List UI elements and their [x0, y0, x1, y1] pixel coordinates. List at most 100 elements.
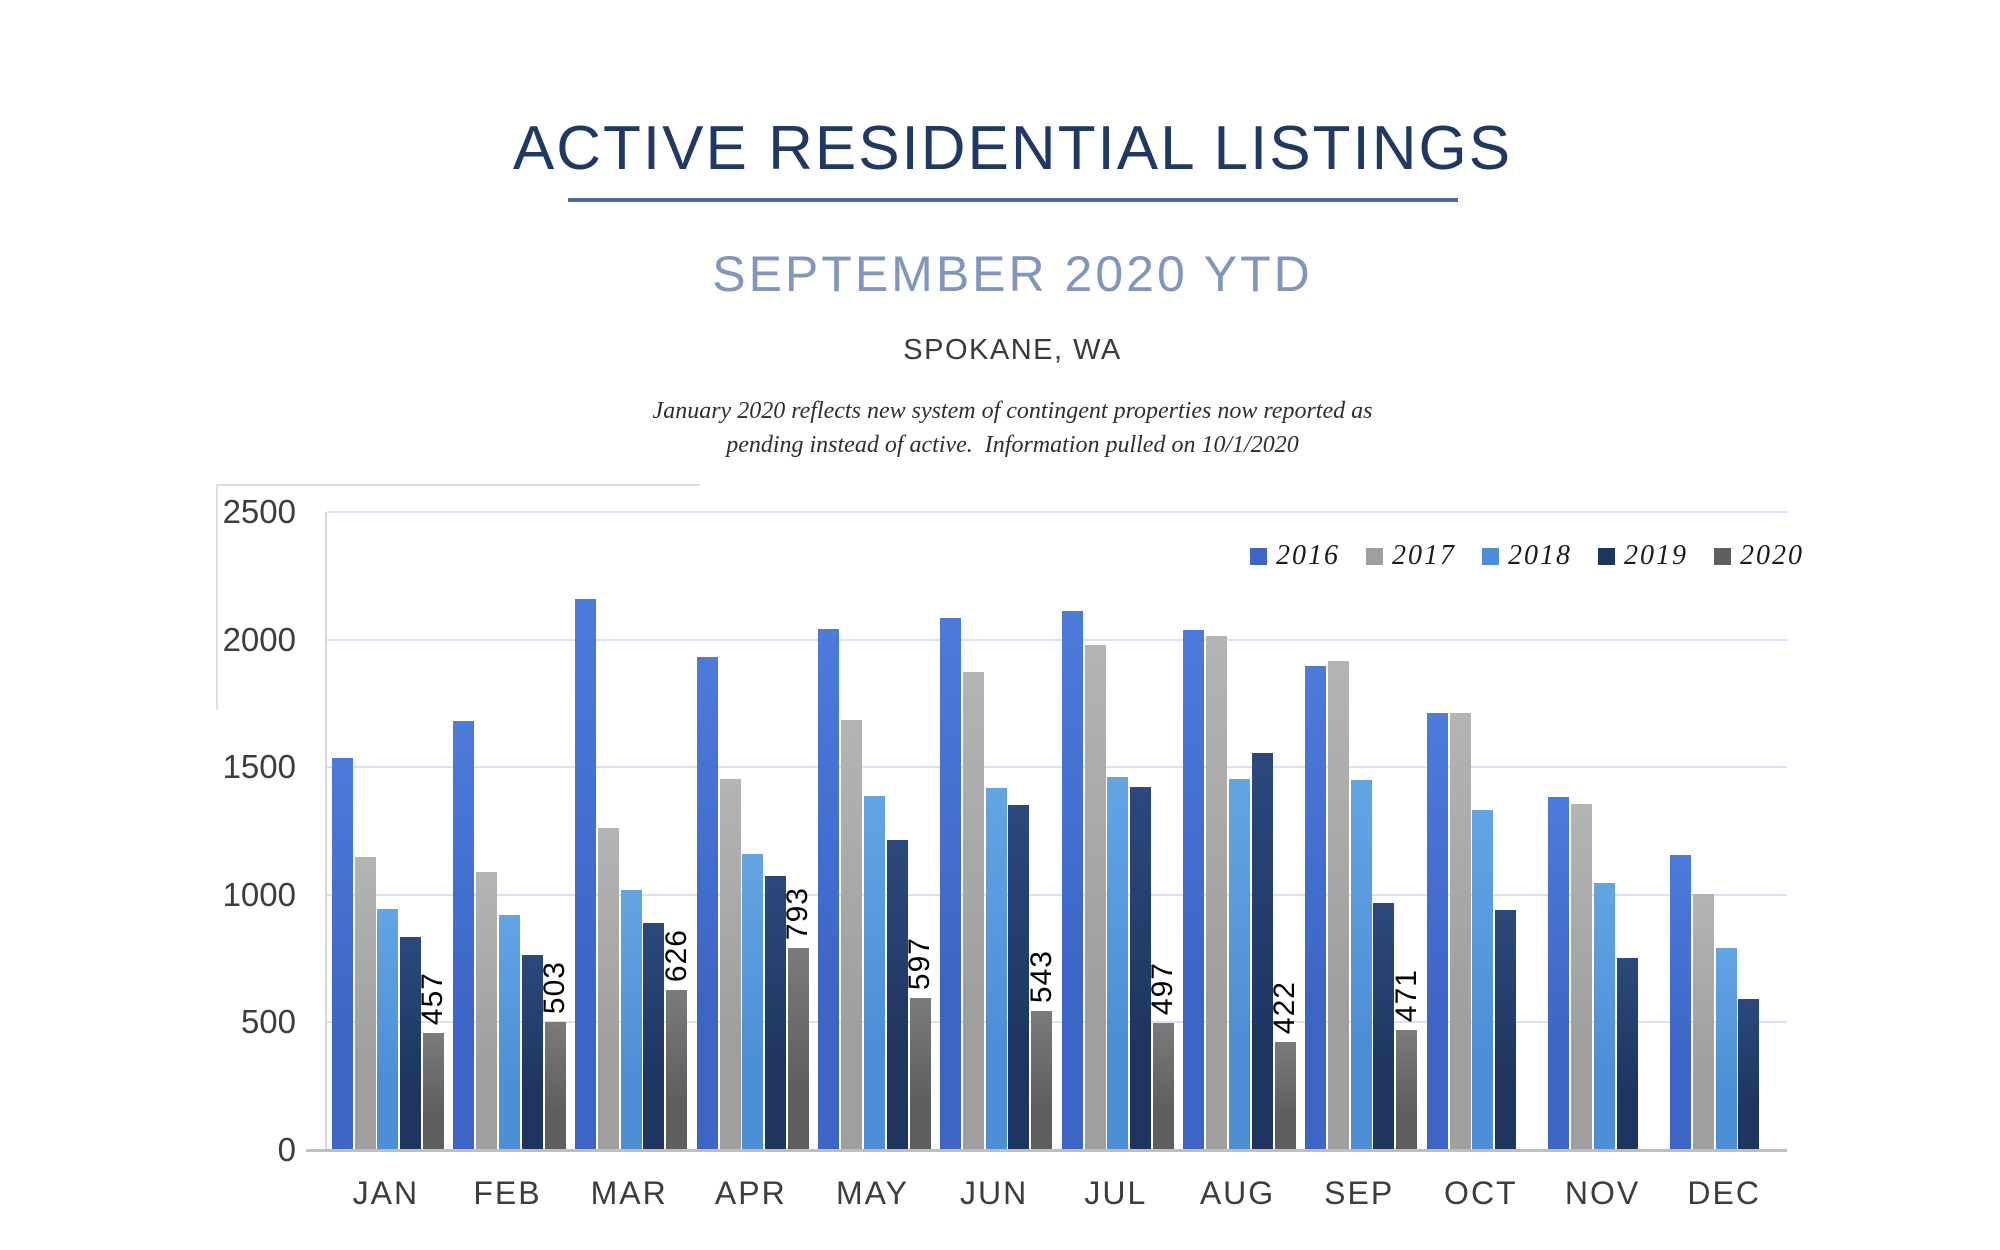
data-label-2020-may: 597	[903, 936, 937, 990]
bar-2017-apr	[719, 779, 741, 1150]
y-axis-label-2500: 2500	[222, 493, 296, 530]
bar-2020-sep	[1396, 1030, 1418, 1150]
location-label: SPOKANE, WA	[903, 334, 1122, 366]
data-label-2020-jul: 497	[1146, 961, 1180, 1015]
bar-2016-nov	[1548, 797, 1570, 1150]
x-axis-label-nov: NOV	[1564, 1175, 1641, 1211]
x-axis-label-oct: OCT	[1444, 1175, 1518, 1211]
bar-2019-jun	[1008, 805, 1030, 1150]
bar-2018-jul	[1107, 777, 1129, 1150]
bar-2016-aug	[1183, 630, 1205, 1150]
plot-area: 457 503 626 793 597 543 497 422 471	[325, 511, 1787, 1150]
chart-frame-left-line	[216, 484, 218, 710]
x-axis-label-aug: AUG	[1199, 1175, 1276, 1211]
legend-label-2019: 2019	[1624, 540, 1688, 571]
data-label-2020-feb: 503	[538, 960, 572, 1014]
data-label-2020-jan: 457	[416, 971, 450, 1025]
legend-label-2017: 2017	[1392, 540, 1456, 571]
bar-2019-dec	[1738, 999, 1760, 1150]
bar-2016-oct	[1426, 713, 1448, 1150]
bar-2019-sep	[1373, 903, 1395, 1150]
chart-header: ACTIVE RESIDENTIAL LISTINGS SEPTEMBER 20…	[0, 0, 2000, 462]
legend-label-2016: 2016	[1276, 540, 1340, 571]
bar-2020-jul	[1152, 1023, 1174, 1150]
bar-2019-apr	[765, 876, 787, 1150]
bar-2018-nov	[1594, 883, 1615, 1150]
gridline-500	[327, 1021, 1787, 1024]
bar-2019-jul	[1130, 787, 1152, 1150]
legend-label-2020: 2020	[1740, 540, 1804, 571]
y-axis-label-1000: 1000	[222, 875, 296, 913]
bar-2016-dec	[1670, 855, 1692, 1150]
x-axis-line	[306, 1149, 1787, 1152]
bar-2019-aug	[1251, 753, 1273, 1150]
chart-note-line2: pending instead of active. Information p…	[726, 432, 1299, 458]
bar-2017-mar	[597, 828, 619, 1150]
x-axis-label-feb: FEB	[473, 1175, 542, 1211]
legend-swatch-2019	[1598, 547, 1615, 565]
legend-swatch-2017	[1366, 547, 1383, 565]
bar-2019-mar	[643, 923, 665, 1150]
data-label-2020-sep: 471	[1389, 968, 1423, 1022]
bar-2017-jun	[962, 672, 984, 1150]
bar-2018-aug	[1229, 779, 1250, 1150]
x-axis-label-apr: APR	[714, 1175, 787, 1211]
bar-2019-nov	[1616, 958, 1638, 1150]
bar-2017-jan	[354, 857, 376, 1150]
bar-2016-sep	[1305, 666, 1327, 1150]
data-label-2020-jun: 543	[1024, 949, 1058, 1003]
legend-label-2018: 2018	[1508, 540, 1572, 571]
bar-2017-feb	[476, 872, 498, 1150]
bar-2017-dec	[1692, 894, 1714, 1150]
legend-item-2018: 2018	[1482, 540, 1572, 572]
bar-2018-jan	[377, 909, 399, 1150]
chart-frame-top-line	[216, 484, 700, 486]
legend-item-2019: 2019	[1598, 540, 1688, 572]
bar-2018-may	[864, 796, 885, 1150]
bar-2020-aug	[1274, 1042, 1296, 1150]
legend-swatch-2020	[1714, 547, 1731, 565]
legend-item-2020: 2020	[1714, 540, 1804, 572]
bar-2019-jan	[400, 937, 422, 1150]
bar-2017-aug	[1206, 636, 1228, 1150]
chart-legend: 2016 2017 2018 2019 2020	[1250, 540, 1804, 572]
bar-2020-may	[909, 998, 931, 1150]
bar-2017-jul	[1084, 645, 1106, 1150]
chart-note-line1: January 2020 reflects new system of cont…	[652, 398, 1373, 424]
bar-2017-nov	[1571, 804, 1593, 1150]
bar-2017-oct	[1449, 713, 1471, 1150]
gridline-2500	[327, 511, 1787, 513]
y-axis-label-0: 0	[277, 1131, 296, 1168]
title-underline	[567, 198, 1458, 202]
bar-2020-feb	[544, 1022, 566, 1150]
bar-2020-jan	[422, 1033, 444, 1150]
data-label-2020-aug: 422	[1268, 980, 1302, 1034]
y-axis-label-1500: 1500	[222, 748, 296, 786]
x-axis-label-jul: JUL	[1084, 1175, 1148, 1211]
y-axis-label-500: 500	[240, 1003, 296, 1041]
gridline-1000	[327, 893, 1787, 896]
legend-item-2017: 2017	[1366, 540, 1456, 572]
x-axis-label-mar: MAR	[590, 1175, 668, 1211]
legend-item-2016: 2016	[1250, 540, 1340, 572]
x-axis-label-jan: JAN	[352, 1175, 420, 1211]
x-axis-label-may: MAY	[836, 1175, 909, 1211]
bar-2020-jun	[1031, 1011, 1053, 1150]
x-axis-label-sep: SEP	[1324, 1175, 1395, 1211]
bar-2019-oct	[1495, 910, 1517, 1150]
bar-2018-jun	[985, 788, 1007, 1150]
bar-2018-oct	[1472, 810, 1494, 1150]
bar-2018-sep	[1350, 780, 1372, 1150]
bar-2018-feb	[499, 915, 520, 1150]
bar-2016-may	[818, 629, 840, 1150]
bar-2018-dec	[1715, 948, 1737, 1150]
legend-swatch-2018	[1482, 547, 1499, 565]
y-axis-label-2000: 2000	[222, 620, 296, 658]
gridline-1500	[327, 766, 1787, 769]
bar-2018-mar	[620, 890, 642, 1150]
bar-2016-feb	[453, 721, 475, 1150]
bar-2018-apr	[742, 854, 764, 1150]
bar-2017-sep	[1327, 661, 1349, 1150]
bar-2016-mar	[575, 599, 597, 1150]
bar-2020-apr	[787, 948, 809, 1150]
